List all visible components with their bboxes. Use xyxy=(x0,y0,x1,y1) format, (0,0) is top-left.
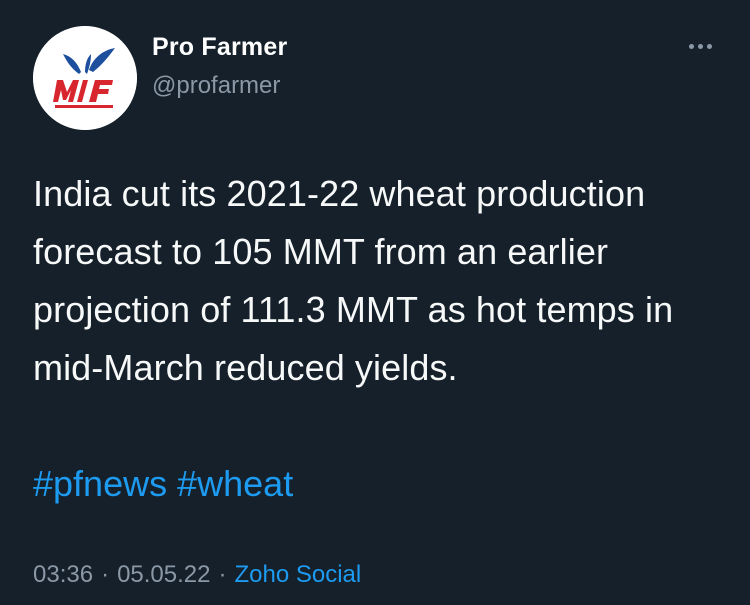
pro-farmer-logo-icon xyxy=(33,26,137,130)
more-horizontal-icon xyxy=(688,43,694,49)
more-horizontal-icon xyxy=(706,43,712,49)
author-handle[interactable]: @profarmer xyxy=(152,72,281,99)
author-display-name[interactable]: Pro Farmer xyxy=(152,33,288,61)
avatar[interactable] xyxy=(33,26,137,130)
meta-separator: · xyxy=(101,561,110,588)
tweet-meta: 03:36 · 05.05.22 · Zoho Social xyxy=(33,560,361,590)
tweet-time[interactable]: 03:36 xyxy=(33,561,94,588)
meta-separator: · xyxy=(218,561,227,588)
hashtag-link[interactable]: #wheat xyxy=(177,463,294,504)
tweet-text: India cut its 2021-22 wheat production f… xyxy=(33,173,674,388)
hashtag-link[interactable]: #pfnews xyxy=(33,463,168,504)
more-options-button[interactable] xyxy=(680,34,720,58)
more-horizontal-icon xyxy=(697,43,703,49)
tweet-source-link[interactable]: Zoho Social xyxy=(234,561,362,588)
tweet-date[interactable]: 05.05.22 xyxy=(117,561,211,588)
tweet-author: Pro Farmer @profarmer xyxy=(152,32,287,101)
tweet-hashtags: #pfnews #wheat xyxy=(33,455,293,513)
